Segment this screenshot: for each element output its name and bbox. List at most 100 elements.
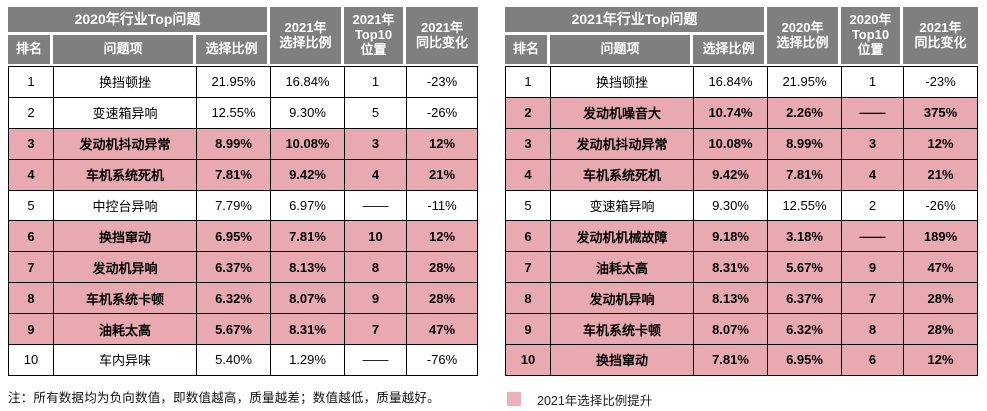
compare-ratio-cell: 5.67% bbox=[768, 252, 842, 284]
ratio-cell: 16.84% bbox=[694, 67, 768, 98]
yoy-change-cell: -23% bbox=[904, 67, 978, 98]
col-header-top10-position: 2021年 Top10 位置 bbox=[344, 7, 406, 64]
top10-position-cell: 2 bbox=[842, 190, 904, 222]
yoy-change-cell: -26% bbox=[407, 97, 478, 129]
rank-cell: 3 bbox=[506, 128, 551, 160]
yoy-change-cell: 12% bbox=[904, 345, 978, 376]
rank-cell: 10 bbox=[9, 345, 54, 376]
compare-ratio-cell: 8.99% bbox=[768, 128, 842, 160]
legend: 2021年选择比例提升 bbox=[505, 390, 978, 409]
item-cell: 车机系统死机 bbox=[54, 159, 197, 191]
compare-ratio-cell: 8.07% bbox=[271, 283, 345, 315]
compare-ratio-cell: 6.37% bbox=[768, 283, 842, 315]
ratio-cell: 7.81% bbox=[197, 159, 271, 191]
item-cell: 发动机抖动异常 bbox=[551, 128, 694, 160]
item-cell: 变速箱异响 bbox=[551, 190, 694, 222]
item-cell: 变速箱异响 bbox=[54, 97, 197, 129]
ratio-cell: 6.37% bbox=[197, 252, 271, 284]
item-cell: 换挡顿挫 bbox=[551, 67, 694, 98]
yoy-change-cell: 47% bbox=[407, 314, 478, 346]
col-header-item: 问题项 bbox=[53, 35, 196, 64]
rank-cell: 2 bbox=[506, 97, 551, 129]
rank-cell: 1 bbox=[9, 67, 54, 98]
compare-ratio-cell: 7.81% bbox=[768, 159, 842, 191]
yoy-change-cell: 189% bbox=[904, 221, 978, 253]
rank-cell: 6 bbox=[506, 221, 551, 253]
top10-position-cell: —— bbox=[842, 97, 904, 129]
yoy-change-cell: 28% bbox=[407, 283, 478, 315]
ratio-cell: 8.13% bbox=[694, 283, 768, 315]
ratio-cell: 9.18% bbox=[694, 221, 768, 253]
compare-ratio-cell: 6.32% bbox=[768, 314, 842, 346]
col-header-item: 问题项 bbox=[550, 35, 693, 64]
rank-cell: 4 bbox=[9, 159, 54, 191]
col-header-rank: 排名 bbox=[505, 35, 550, 64]
top10-position-cell: 3 bbox=[842, 128, 904, 160]
ratio-cell: 12.55% bbox=[197, 97, 271, 129]
rank-cell: 5 bbox=[506, 190, 551, 222]
top10-position-cell: 6 bbox=[842, 345, 904, 376]
ratio-cell: 7.81% bbox=[694, 345, 768, 376]
rank-cell: 10 bbox=[506, 345, 551, 376]
col-header-yoy-change: 2021年 同比变化 bbox=[903, 7, 978, 64]
yoy-change-cell: 375% bbox=[904, 97, 978, 129]
top10-position-cell: —— bbox=[345, 190, 407, 222]
compare-ratio-cell: 6.95% bbox=[768, 345, 842, 376]
top10-position-cell: 1 bbox=[842, 67, 904, 98]
compare-ratio-cell: 3.18% bbox=[768, 221, 842, 253]
ratio-cell: 6.32% bbox=[197, 283, 271, 315]
ratio-cell: 9.42% bbox=[694, 159, 768, 191]
item-cell: 车机系统卡顿 bbox=[54, 283, 197, 315]
top10-position-cell: 7 bbox=[345, 314, 407, 346]
yoy-change-cell: -23% bbox=[407, 67, 478, 98]
table-body: 1 换挡顿挫 16.84% 21.95% 1 -23% 2 发动机噪音大 10.… bbox=[505, 66, 978, 376]
top10-position-cell: —— bbox=[345, 345, 407, 376]
ratio-cell: 8.31% bbox=[694, 252, 768, 284]
item-cell: 发动机机械故障 bbox=[551, 221, 694, 253]
rank-cell: 2 bbox=[9, 97, 54, 129]
ratio-cell: 21.95% bbox=[197, 67, 271, 98]
rank-cell: 7 bbox=[9, 252, 54, 284]
ratio-cell: 10.74% bbox=[694, 97, 768, 129]
rank-cell: 8 bbox=[9, 283, 54, 315]
compare-ratio-cell: 6.97% bbox=[271, 190, 345, 222]
ratio-cell: 7.79% bbox=[197, 190, 271, 222]
item-cell: 换挡顿挫 bbox=[54, 67, 197, 98]
compare-ratio-cell: 8.31% bbox=[271, 314, 345, 346]
ratio-cell: 8.07% bbox=[694, 314, 768, 346]
compare-ratio-cell: 21.95% bbox=[768, 67, 842, 98]
compare-ratio-cell: 10.08% bbox=[271, 128, 345, 160]
ratio-cell: 6.95% bbox=[197, 221, 271, 253]
yoy-change-cell: 12% bbox=[407, 128, 478, 160]
top10-position-cell: 5 bbox=[345, 97, 407, 129]
ratio-cell: 10.08% bbox=[694, 128, 768, 160]
compare-ratio-cell: 9.30% bbox=[271, 97, 345, 129]
top10-position-cell: 1 bbox=[345, 67, 407, 98]
top10-position-cell: 4 bbox=[345, 159, 407, 191]
compare-ratio-cell: 2.26% bbox=[768, 97, 842, 129]
rank-cell: 1 bbox=[506, 67, 551, 98]
item-cell: 换挡窜动 bbox=[551, 345, 694, 376]
yoy-change-cell: 12% bbox=[407, 221, 478, 253]
col-header-top10-position: 2020年 Top10 位置 bbox=[841, 7, 903, 64]
col-header-yoy-change: 2021年 同比变化 bbox=[406, 7, 478, 64]
table-title: 2020年行业Top问题 bbox=[8, 7, 270, 35]
top10-position-cell: 9 bbox=[842, 252, 904, 284]
col-header-compare-ratio: 2020年 选择比例 bbox=[767, 7, 841, 64]
item-cell: 中控台异响 bbox=[54, 190, 197, 222]
yoy-change-cell: -26% bbox=[904, 190, 978, 222]
item-cell: 发动机异响 bbox=[54, 252, 197, 284]
item-cell: 车机系统卡顿 bbox=[551, 314, 694, 346]
table-title: 2021年行业Top问题 bbox=[505, 7, 767, 35]
col-header-rank: 排名 bbox=[8, 35, 53, 64]
top10-position-cell: —— bbox=[842, 221, 904, 253]
top10-position-cell: 7 bbox=[842, 283, 904, 315]
top10-position-cell: 3 bbox=[345, 128, 407, 160]
yoy-change-cell: 21% bbox=[904, 159, 978, 191]
yoy-change-cell: -76% bbox=[407, 345, 478, 376]
rank-cell: 9 bbox=[506, 314, 551, 346]
compare-ratio-cell: 16.84% bbox=[271, 67, 345, 98]
rank-cell: 7 bbox=[506, 252, 551, 284]
ratio-cell: 8.99% bbox=[197, 128, 271, 160]
